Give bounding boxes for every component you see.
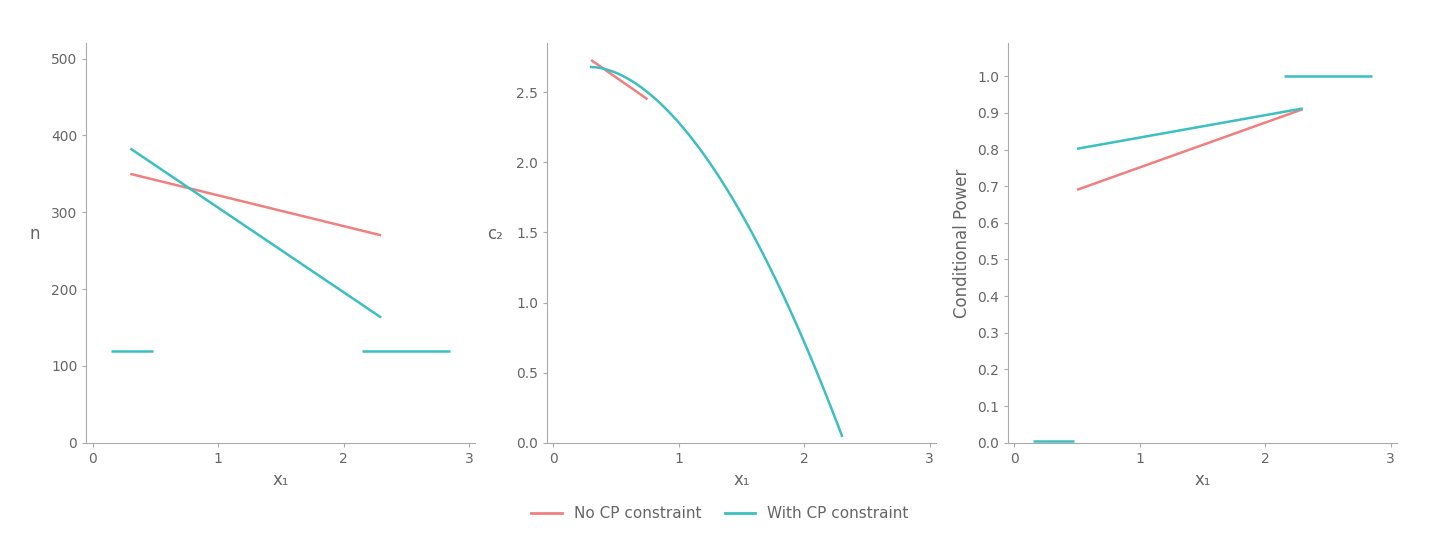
X-axis label: x₁: x₁ xyxy=(272,471,289,489)
Legend: No CP constraint, With CP constraint: No CP constraint, With CP constraint xyxy=(526,500,914,527)
Y-axis label: c₂: c₂ xyxy=(487,225,503,243)
X-axis label: x₁: x₁ xyxy=(1194,471,1211,489)
Y-axis label: n: n xyxy=(29,225,39,243)
X-axis label: x₁: x₁ xyxy=(733,471,750,489)
Y-axis label: Conditional Power: Conditional Power xyxy=(953,168,972,318)
